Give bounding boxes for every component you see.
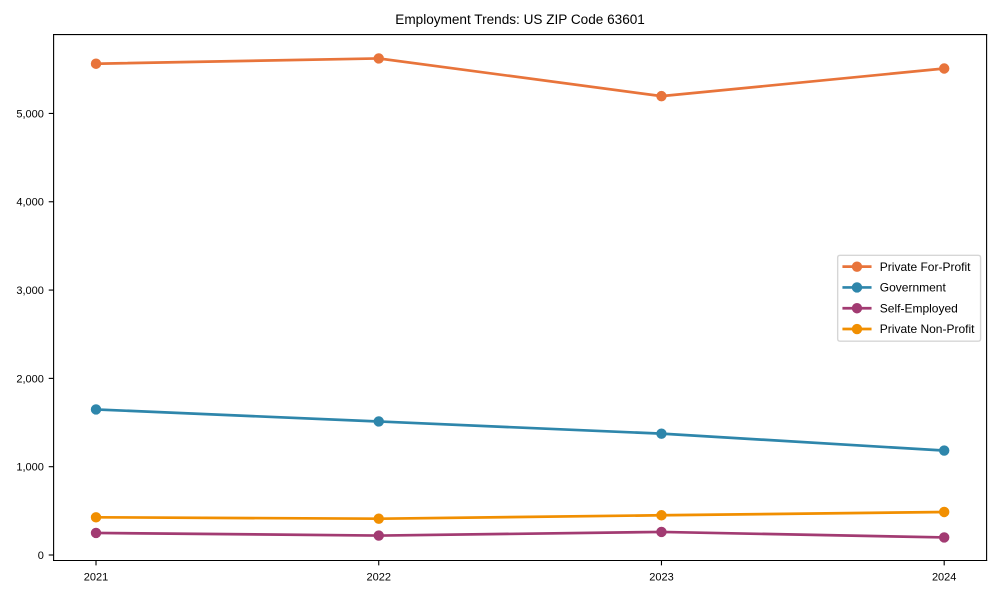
svg-text:Government: Government <box>880 281 947 295</box>
svg-text:3,000: 3,000 <box>16 285 44 297</box>
svg-text:5,000: 5,000 <box>16 108 44 120</box>
svg-text:2024: 2024 <box>932 571 956 583</box>
svg-text:Private Non-Profit: Private Non-Profit <box>880 322 975 336</box>
svg-text:4,000: 4,000 <box>16 197 44 209</box>
svg-text:0: 0 <box>38 550 44 562</box>
svg-text:2,000: 2,000 <box>16 373 44 385</box>
svg-text:1,000: 1,000 <box>16 462 44 474</box>
svg-text:2022: 2022 <box>366 571 390 583</box>
svg-text:Employment Trends: US ZIP Code: Employment Trends: US ZIP Code 63601 <box>395 12 645 27</box>
svg-text:Private For-Profit: Private For-Profit <box>880 260 971 274</box>
svg-text:2023: 2023 <box>649 571 673 583</box>
svg-text:Self-Employed: Self-Employed <box>880 301 958 315</box>
svg-text:2021: 2021 <box>84 571 108 583</box>
